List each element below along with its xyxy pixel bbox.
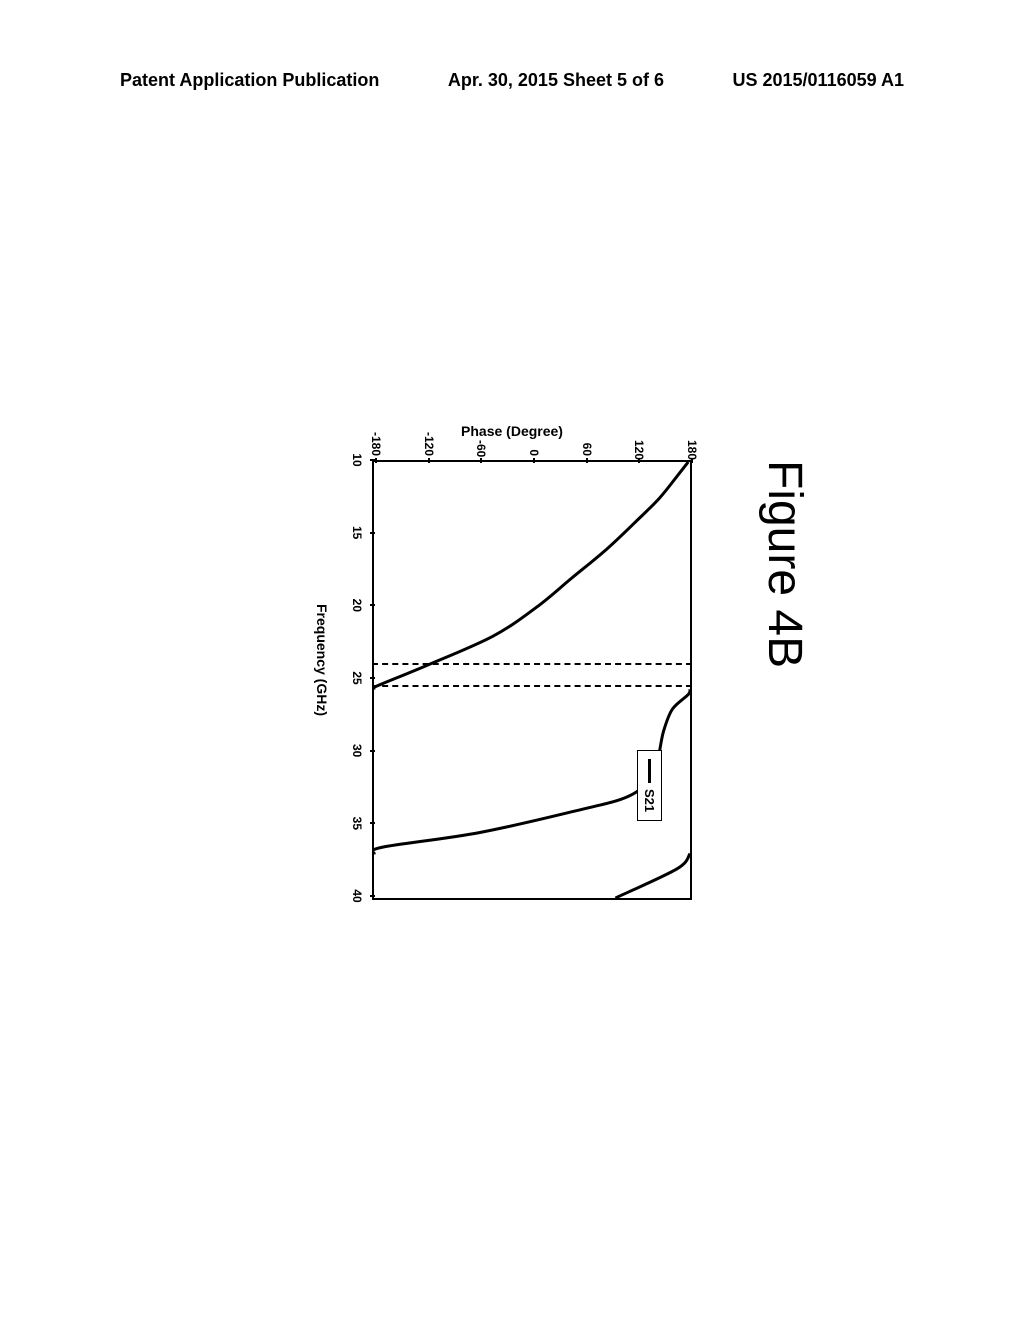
legend-label: S21	[642, 789, 657, 812]
vertical-dash-line	[372, 685, 692, 687]
x-tick-mark	[370, 750, 375, 752]
y-tick-mark	[533, 458, 535, 463]
y-tick-mark	[375, 458, 377, 463]
y-tick-label: 60	[580, 440, 594, 456]
x-tick-label: 20	[350, 599, 364, 612]
x-tick-label: 10	[350, 453, 364, 466]
y-tick-mark	[480, 458, 482, 463]
plot-area	[372, 460, 692, 900]
x-tick-mark	[370, 604, 375, 606]
x-tick-label: 40	[350, 889, 364, 902]
x-tick-mark	[370, 677, 375, 679]
phase-chart: Phase (Degree) Frequency (GHz) -180-120-…	[322, 400, 702, 920]
x-axis-label: Frequency (GHz)	[314, 604, 330, 716]
vertical-dash-line	[372, 663, 692, 665]
y-tick-label: 180	[685, 440, 699, 456]
x-tick-label: 25	[350, 671, 364, 684]
y-tick-label: -60	[474, 440, 488, 456]
x-tick-mark	[370, 895, 375, 897]
header-left: Patent Application Publication	[120, 70, 379, 91]
x-tick-label: 35	[350, 817, 364, 830]
x-tick-mark	[370, 822, 375, 824]
plot-svg	[374, 462, 690, 898]
s21-curve	[374, 462, 688, 690]
y-tick-mark	[428, 458, 430, 463]
y-tick-mark	[638, 458, 640, 463]
header-right: US 2015/0116059 A1	[733, 70, 904, 91]
y-tick-label: -120	[422, 428, 436, 456]
x-tick-mark	[370, 459, 375, 461]
y-axis-label: Phase (Degree)	[461, 423, 563, 439]
legend: S21	[637, 750, 662, 821]
figure-container: Figure 4B Phase (Degree) Frequency (GHz)…	[322, 400, 702, 920]
x-tick-label: 15	[350, 526, 364, 539]
y-tick-label: 120	[632, 440, 646, 456]
y-tick-mark	[691, 458, 693, 463]
s21-curve	[615, 854, 690, 898]
x-tick-label: 30	[350, 744, 364, 757]
y-tick-mark	[586, 458, 588, 463]
legend-line-icon	[648, 759, 651, 783]
figure-title: Figure 4B	[757, 460, 812, 668]
y-tick-label: 0	[527, 440, 541, 456]
x-tick-mark	[370, 532, 375, 534]
y-tick-label: -180	[369, 428, 383, 456]
header-center: Apr. 30, 2015 Sheet 5 of 6	[448, 70, 664, 91]
